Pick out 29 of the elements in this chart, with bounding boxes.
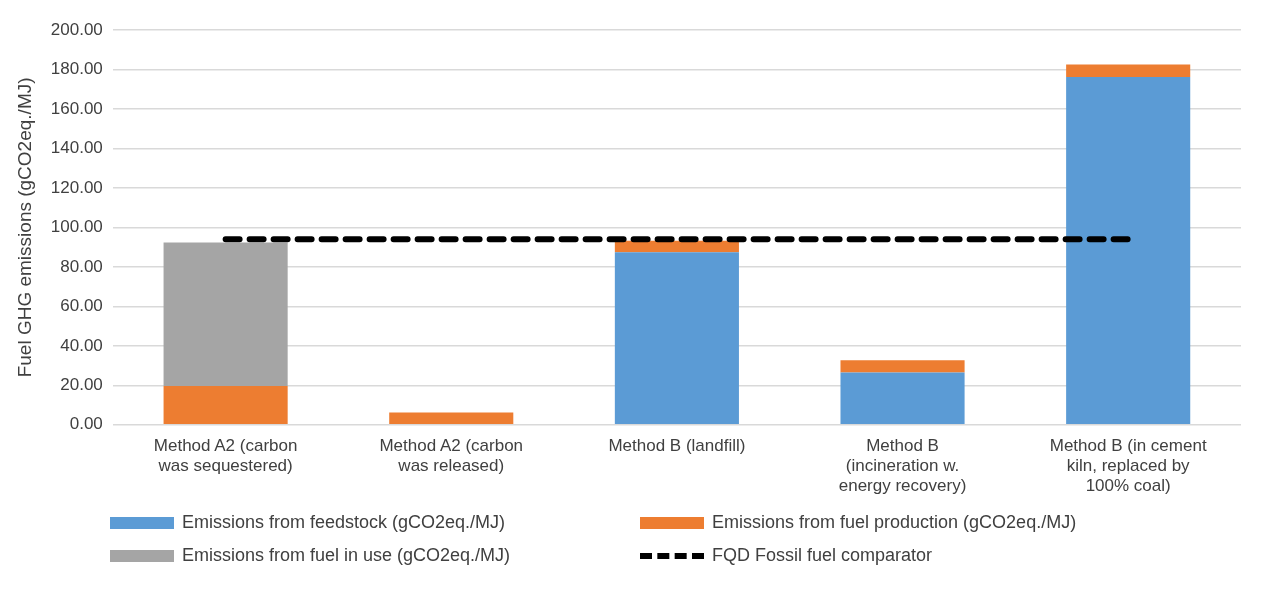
legend-label: FQD Fossil fuel comparator	[712, 545, 933, 566]
y-tick-label: 140.00	[50, 138, 103, 158]
y-tick-label: 0.00	[69, 414, 103, 434]
y-tick-label: 40.00	[60, 335, 103, 355]
y-tick-label: 200.00	[50, 19, 103, 39]
bar	[163, 386, 288, 425]
bar	[614, 252, 739, 425]
bar	[840, 372, 965, 425]
y-tick-label: 120.00	[50, 177, 103, 197]
legend-label: Emissions from fuel in use (gCO2eq./MJ)	[182, 545, 511, 566]
legend-label: Emissions from fuel production (gCO2eq./MJ)	[712, 512, 1077, 533]
x-tick-label: Method B (incineration w. energy recovery)	[838, 435, 967, 496]
bar	[163, 242, 288, 387]
x-tick-label: Method B (landfill)	[608, 435, 746, 455]
y-tick-label: 160.00	[50, 98, 103, 118]
y-tick-label: 80.00	[60, 256, 103, 276]
y-tick-label: 60.00	[60, 296, 103, 316]
x-tick-label: Method A2 (carbon was released)	[379, 435, 524, 476]
y-tick-label: 20.00	[60, 375, 103, 395]
y-tick-label: 180.00	[50, 59, 103, 79]
y-axis-title: Fuel GHG emissions (gCO2eq./MJ)	[13, 77, 35, 378]
y-tick-label: 100.00	[50, 217, 103, 237]
legend-label: Emissions from feedstock (gCO2eq./MJ)	[182, 512, 506, 533]
x-tick-label: Method B (in cement kiln, replaced by 100% coal)	[1049, 435, 1207, 496]
bar	[1066, 64, 1191, 77]
x-tick-label: Method A2 (carbon was sequestered)	[153, 435, 298, 476]
bar	[840, 360, 965, 373]
bar	[1066, 76, 1191, 425]
bar	[389, 412, 514, 425]
